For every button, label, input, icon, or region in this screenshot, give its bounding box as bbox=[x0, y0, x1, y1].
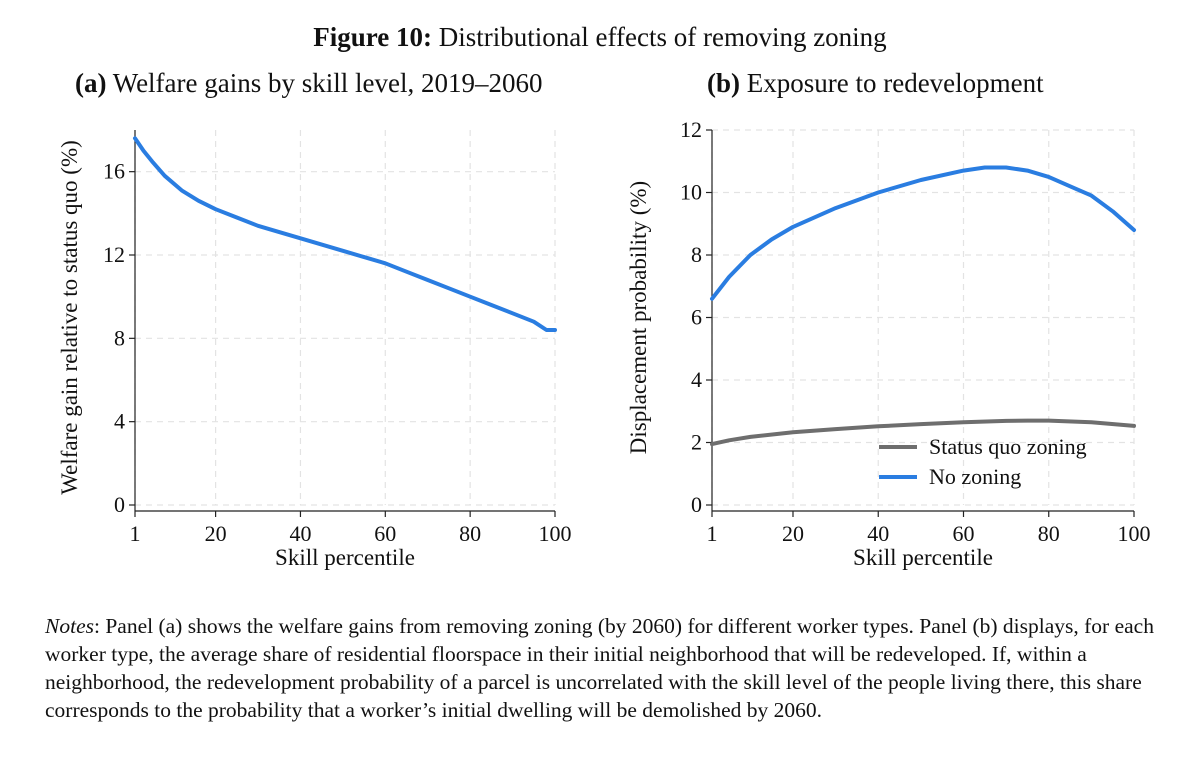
panel-a-title: (a) Welfare gains by skill level, 2019–2… bbox=[75, 68, 542, 99]
panel-b-label: (b) bbox=[707, 68, 740, 98]
y-tick-label: 0 bbox=[114, 492, 125, 517]
y-tick-label: 2 bbox=[691, 430, 702, 455]
x-tick-label: 100 bbox=[1118, 521, 1151, 546]
x-tick-label: 20 bbox=[205, 521, 227, 546]
x-tick-label: 60 bbox=[952, 521, 974, 546]
y-tick-label: 8 bbox=[691, 242, 702, 267]
y-tick-label: 10 bbox=[680, 180, 702, 205]
chart-a: 1 20 40 60 80 100 0 4 8 12 16 Skill percentile Welfa… bbox=[57, 130, 572, 570]
panel-b-title-text: Exposure to redevelopment bbox=[746, 68, 1044, 98]
y-tick-label: 4 bbox=[114, 409, 125, 434]
series-line bbox=[133, 136, 557, 332]
x-axis-title: Skill percentile bbox=[275, 545, 415, 570]
y-tick-label: 6 bbox=[691, 305, 702, 330]
y-tick-label: 4 bbox=[691, 367, 702, 392]
x-tick-label: 20 bbox=[782, 521, 804, 546]
figure-notes: Notes: Panel (a) shows the welfare gains… bbox=[45, 612, 1165, 724]
series-line-status-quo-zoning bbox=[710, 418, 1136, 447]
legend-label: No zoning bbox=[929, 464, 1021, 489]
x-tick-label: 80 bbox=[459, 521, 481, 546]
x-tick-label: 40 bbox=[289, 521, 311, 546]
x-tick-label: 1 bbox=[130, 521, 141, 546]
y-tick-label: 12 bbox=[680, 117, 702, 142]
panel-a-label: (a) bbox=[75, 68, 107, 98]
y-axis-title: Displacement probability (%) bbox=[626, 181, 651, 454]
figure-title-text: Distributional effects of removing zonin… bbox=[438, 22, 887, 52]
legend-label: Status quo zoning bbox=[929, 434, 1087, 459]
notes-text: : Panel (a) shows the welfare gains from… bbox=[45, 614, 1154, 722]
x-tick-label: 60 bbox=[374, 521, 396, 546]
y-axis-title: Welfare gain relative to status quo (%) bbox=[57, 140, 82, 495]
series-line-no-zoning bbox=[710, 165, 1136, 301]
figure-title: Figure 10: Distributional effects of rem… bbox=[0, 22, 1200, 53]
y-tick-label: 8 bbox=[114, 325, 125, 350]
panel-a-title-text: Welfare gains by skill level, 2019–2060 bbox=[112, 68, 543, 98]
x-tick-label: 100 bbox=[539, 521, 572, 546]
figure-label: Figure 10: bbox=[313, 22, 433, 52]
x-tick-label: 1 bbox=[707, 521, 718, 546]
x-tick-label: 40 bbox=[867, 521, 889, 546]
notes-label: Notes bbox=[45, 614, 94, 638]
y-tick-label: 16 bbox=[103, 159, 125, 184]
panel-b-title: (b) Exposure to redevelopment bbox=[707, 68, 1044, 99]
y-tick-label: 0 bbox=[691, 492, 702, 517]
x-tick-label: 80 bbox=[1038, 521, 1060, 546]
x-axis-title: Skill percentile bbox=[853, 545, 993, 570]
y-tick-label: 12 bbox=[103, 242, 125, 267]
chart-b: 1 20 40 60 80 100 0 2 4 6 8 10 12 Skill percentile Dis… bbox=[626, 117, 1151, 570]
